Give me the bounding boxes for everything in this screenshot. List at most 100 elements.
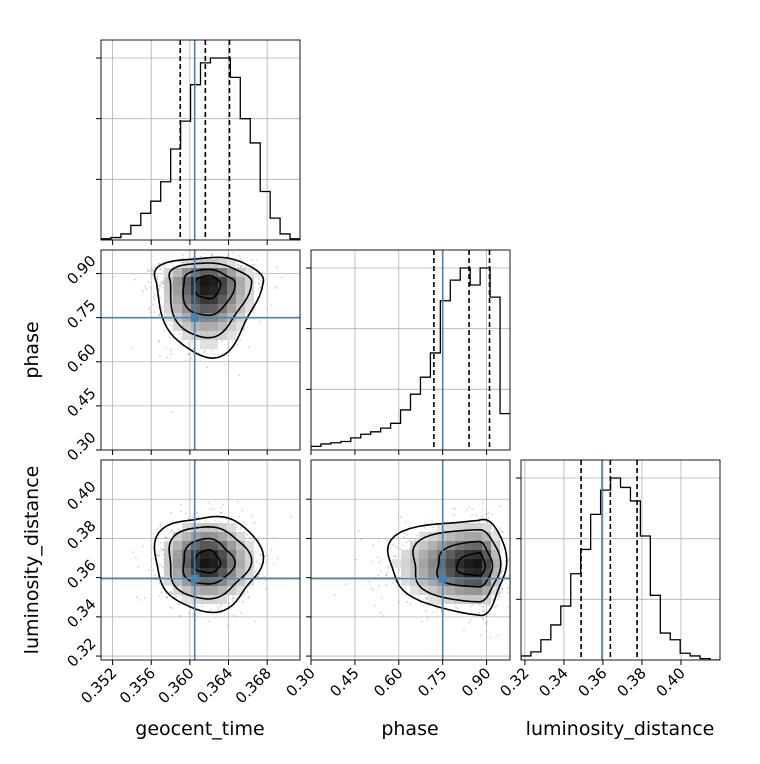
scatter-point xyxy=(257,288,260,291)
density-cell xyxy=(473,577,482,586)
scatter-point xyxy=(251,264,254,266)
scatter-point xyxy=(171,592,174,595)
histogram-phase xyxy=(311,267,510,450)
y-tick-label-phase-0: 0.30 xyxy=(63,428,99,464)
scatter-point xyxy=(468,621,471,624)
scatter-point xyxy=(163,329,166,332)
scatter-point xyxy=(394,555,397,558)
scatter-point xyxy=(236,526,239,529)
x-tick-label-phase-3: 0.75 xyxy=(414,664,450,700)
scatter-point xyxy=(455,606,457,608)
density-shading-21 xyxy=(392,523,500,604)
scatter-point xyxy=(372,589,374,592)
density-cell xyxy=(227,304,236,313)
scatter-point xyxy=(265,579,267,581)
scatter-point xyxy=(160,591,163,594)
scatter-point xyxy=(186,342,189,345)
scatter-point xyxy=(170,353,172,355)
density-cell xyxy=(428,586,437,595)
scatter-point xyxy=(131,346,134,349)
scatter-point xyxy=(145,288,148,290)
y-tick-label-luminosity_distance-4: 0.40 xyxy=(63,478,99,514)
scatter-point xyxy=(270,304,273,306)
density-cell xyxy=(428,559,437,568)
scatter-point xyxy=(394,580,397,583)
scatter-point xyxy=(165,356,168,359)
scatter-point xyxy=(482,520,485,523)
density-cell xyxy=(464,532,473,541)
scatter-point xyxy=(252,539,255,542)
density-cell xyxy=(182,568,191,577)
scatter-point xyxy=(240,611,243,614)
scatter-point xyxy=(396,584,398,587)
scatter-point xyxy=(220,603,223,606)
density-cell xyxy=(473,523,482,532)
scatter-point xyxy=(237,515,240,518)
scatter-point xyxy=(499,591,502,594)
scatter-point xyxy=(158,288,161,290)
scatter-point xyxy=(156,278,159,280)
density-cell xyxy=(218,277,227,286)
scatter-point xyxy=(497,598,500,601)
scatter-point xyxy=(197,515,200,518)
density-cell xyxy=(491,559,500,568)
density-cell xyxy=(473,550,482,559)
scatter-point xyxy=(187,353,190,355)
density-cell xyxy=(173,577,182,586)
density-cell xyxy=(419,550,428,559)
scatter-point xyxy=(151,274,154,277)
x-tick-label-luminosity_distance-4: 0.40 xyxy=(652,664,688,700)
scatter-point xyxy=(160,281,162,283)
scatter-point xyxy=(401,544,404,547)
density-cell xyxy=(236,586,245,595)
scatter-point xyxy=(377,574,379,577)
scatter-point xyxy=(240,266,242,268)
density-cell xyxy=(209,595,218,604)
density-cell xyxy=(245,559,254,568)
scatter-point xyxy=(485,630,488,633)
density-cell xyxy=(464,595,473,604)
scatter-point xyxy=(500,551,503,553)
scatter-point xyxy=(425,604,428,607)
scatter-point xyxy=(251,259,254,262)
scatter-point xyxy=(495,605,498,608)
scatter-point xyxy=(157,554,160,557)
scatter-point xyxy=(379,611,382,614)
scatter-point xyxy=(516,557,518,559)
scatter-point xyxy=(160,547,163,550)
scatter-point xyxy=(239,258,242,261)
density-cell xyxy=(227,541,236,550)
density-cell xyxy=(227,277,236,286)
density-cell xyxy=(227,286,236,295)
scatter-point xyxy=(256,259,259,261)
scatter-point xyxy=(208,620,211,623)
scatter-point xyxy=(181,257,184,260)
density-cell xyxy=(182,322,191,331)
density-cell xyxy=(200,595,209,604)
density-cell xyxy=(473,586,482,595)
scatter-point xyxy=(156,276,159,278)
scatter-point xyxy=(238,255,240,257)
scatter-point xyxy=(148,308,150,311)
scatter-point xyxy=(201,605,204,608)
density-cell xyxy=(482,523,491,532)
scatter-point xyxy=(156,553,158,556)
density-cell xyxy=(428,532,437,541)
scatter-point xyxy=(228,253,230,256)
density-cell xyxy=(218,331,227,340)
density-cell xyxy=(464,541,473,550)
density-cell xyxy=(428,568,437,577)
density-cell xyxy=(164,286,173,295)
scatter-point xyxy=(248,586,251,588)
scatter-point xyxy=(170,590,172,593)
scatter-point xyxy=(178,603,181,606)
scatter-point xyxy=(393,555,396,557)
panel-frame-21 xyxy=(310,459,511,661)
scatter-point xyxy=(210,255,213,257)
scatter-point xyxy=(481,515,484,517)
scatter-point xyxy=(238,374,240,376)
scatter-point xyxy=(184,359,187,361)
scatter-point xyxy=(477,603,480,606)
density-cell xyxy=(200,295,209,304)
